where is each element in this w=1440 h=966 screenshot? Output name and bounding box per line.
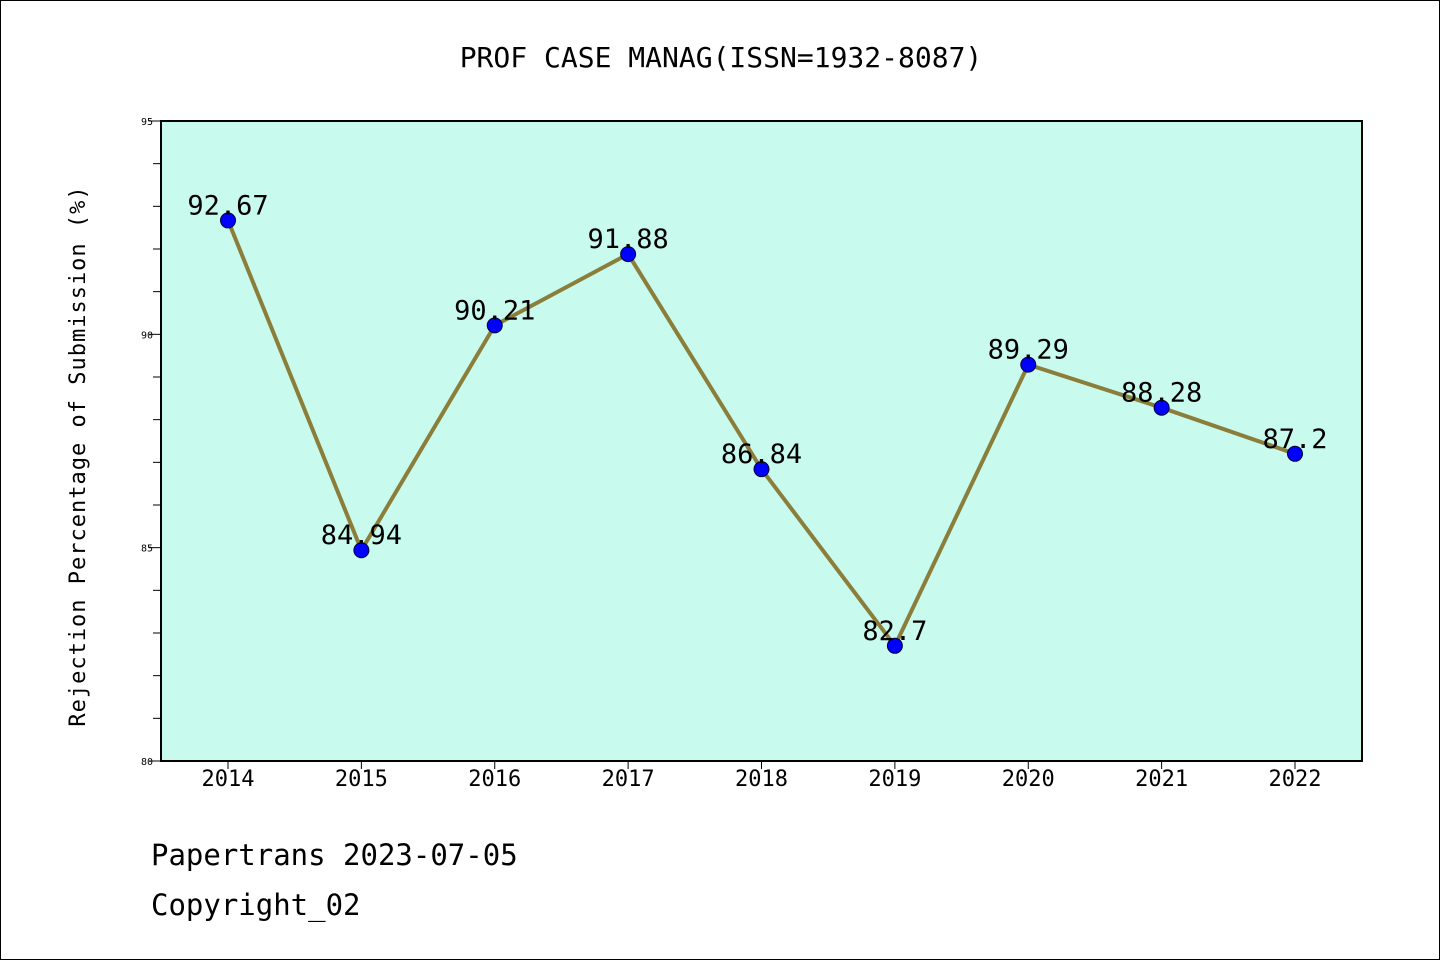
data-point <box>353 542 370 559</box>
data-label: 91.88 <box>587 224 668 255</box>
data-label: 88.28 <box>1121 378 1202 409</box>
data-label: 82.7 <box>862 616 927 647</box>
data-point <box>1020 356 1037 373</box>
x-axis-ticks: 2014 2015 2016 2017 2018 2019 2020 2021 2022 <box>202 761 1322 792</box>
data-point <box>620 246 637 263</box>
x-tick-label: 2017 <box>602 767 655 792</box>
x-tick-label: 2021 <box>1135 767 1188 792</box>
data-label: 87.2 <box>1262 424 1327 455</box>
y-tick-label: 95 <box>141 117 153 128</box>
data-point <box>486 317 503 334</box>
x-tick-label: 2015 <box>335 767 388 792</box>
data-labels: 92.67 84.94 90.21 91.88 86.84 82.7 89.29 88.28 8… <box>187 190 1327 646</box>
y-minor-ticks <box>153 163 161 719</box>
data-point <box>886 637 903 654</box>
plot-area <box>161 121 1362 761</box>
x-tick-label: 2020 <box>1002 767 1055 792</box>
data-point <box>1287 445 1303 462</box>
x-tick-label: 2022 <box>1269 767 1322 792</box>
x-tick-label: 2018 <box>735 767 788 792</box>
data-label: 92.67 <box>187 190 268 221</box>
data-label: 86.84 <box>721 439 802 470</box>
y-axis-label: Rejection Percentage of Submission (%) <box>66 185 91 726</box>
data-label: 89.29 <box>988 335 1069 366</box>
y-tick-label: 80 <box>141 757 153 768</box>
data-point <box>1153 399 1170 416</box>
x-tick-label: 2016 <box>468 767 521 792</box>
data-label: 84.94 <box>321 520 402 551</box>
x-tick-label: 2014 <box>202 767 255 792</box>
footer-copyright: Copyright_02 <box>151 888 361 923</box>
x-tick-label: 2019 <box>868 767 921 792</box>
plot-border <box>160 120 1363 762</box>
y-tick-label: 85 <box>141 544 153 555</box>
y-tick-label: 90 <box>141 330 153 341</box>
data-points <box>220 212 1303 654</box>
data-point <box>220 212 236 229</box>
footer-source: Papertrans 2023-07-05 <box>151 838 518 872</box>
data-label: 90.21 <box>454 295 535 326</box>
data-point <box>753 461 770 478</box>
chart-title: PROF CASE MANAG(ISSN=1932-8087) <box>460 41 983 74</box>
y-axis-ticks: 80 85 90 95 <box>141 117 161 768</box>
